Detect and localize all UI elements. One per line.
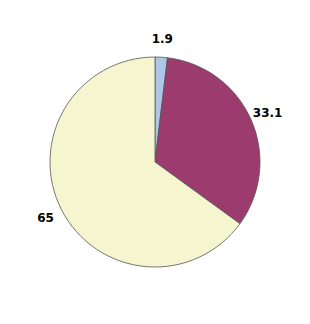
- chart: 1.9 33.1 65: [0, 0, 310, 324]
- data-label: 33.1: [253, 106, 283, 120]
- data-labels: 1.9 33.1 65: [37, 32, 282, 224]
- slices: [50, 57, 260, 267]
- chart-container: 1.9 33.1 65: [0, 0, 310, 324]
- pie-slice: [50, 57, 240, 267]
- data-label: 1.9: [152, 32, 173, 46]
- data-label: 65: [37, 211, 54, 225]
